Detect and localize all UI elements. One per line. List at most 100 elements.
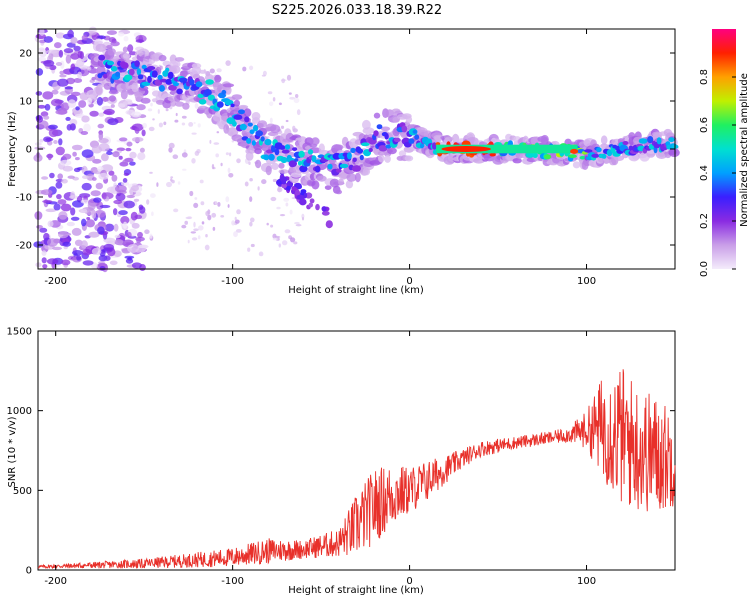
heatmap-cell (288, 92, 292, 95)
heatmap-cell (181, 115, 187, 119)
heatmap-cell (70, 53, 80, 60)
heatmap-cell (278, 162, 285, 169)
heatmap-cell (75, 106, 80, 111)
heatmap-cell (204, 89, 212, 96)
heatmap-cell (69, 123, 76, 131)
heatmap-cell (138, 204, 144, 210)
heatmap-cell (131, 82, 139, 93)
heatmap-cell (255, 130, 263, 137)
heatmap-cell (191, 158, 196, 164)
heatmap-cell (136, 104, 146, 111)
heatmap-cell (123, 200, 135, 209)
heatmap-cell (307, 149, 314, 155)
heatmap-cell (215, 200, 217, 205)
heatmap-cell (47, 220, 54, 228)
heatmap-cell (167, 71, 174, 80)
heatmap-cell (190, 231, 196, 234)
heatmap-cell (66, 221, 75, 227)
heatmap-cell (280, 125, 285, 129)
heatmap-cell (42, 91, 54, 100)
heatmap-cell (144, 229, 150, 234)
heatmap-cell (87, 201, 96, 211)
heatmap-cell (101, 192, 107, 200)
heatmap-cell (43, 59, 55, 67)
heatmap-cell (70, 63, 76, 71)
heatmap-cell (304, 137, 314, 146)
heatmap-cell (489, 152, 496, 157)
heatmap-cell (81, 149, 94, 158)
heatmap-cell (376, 124, 383, 130)
heatmap-cell (378, 154, 385, 163)
heatmap-cell (55, 146, 65, 156)
heatmap-cell (46, 49, 58, 54)
heatmap-cell (110, 66, 118, 72)
heatmap-cell (242, 66, 247, 72)
heatmap-cell (227, 127, 239, 137)
heatmap-cell (50, 98, 63, 107)
heatmap-cell (77, 71, 82, 80)
heatmap-cell (97, 226, 105, 235)
heatmap-cell (106, 30, 117, 35)
heatmap-cell (41, 257, 47, 264)
heatmap-cell (269, 124, 281, 134)
heatmap-cell (386, 147, 397, 155)
heatmap-cell (211, 212, 217, 218)
heatmap-cell (405, 115, 413, 124)
heatmap-cell (359, 154, 364, 161)
heatmap-cell (173, 82, 179, 87)
colorbar-tick-label: 0.0 (699, 261, 710, 277)
heatmap-cell (325, 220, 333, 229)
heatmap-cell (121, 181, 130, 186)
heatmap-cell (336, 168, 342, 173)
heatmap-cell (65, 116, 71, 121)
heatmap-cell (292, 147, 298, 152)
heatmap-cell (104, 223, 115, 232)
heatmap-cell (151, 211, 154, 217)
heatmap-cell (91, 210, 97, 219)
heatmap-cell (361, 142, 370, 147)
heatmap-cell (43, 115, 50, 120)
heatmap-cell (229, 152, 232, 157)
heatmap-cell (119, 137, 128, 142)
heatmap-cell (243, 108, 252, 118)
heatmap-cell (151, 88, 156, 91)
heatmap-cell (596, 147, 602, 153)
heatmap-cell (286, 185, 291, 191)
heatmap-cell (120, 216, 130, 225)
heatmap-cell (308, 202, 313, 208)
heatmap-cell (158, 54, 167, 62)
heatmap-cell (45, 208, 57, 213)
heatmap-cell (156, 182, 159, 187)
heatmap-cell (174, 101, 185, 107)
heatmap-cell (257, 186, 260, 191)
heatmap-cell (115, 185, 127, 193)
snr-xtick-label: 0 (406, 576, 412, 587)
colorbar: 0.0 0.2 0.4 0.6 0.8 Normalized spectral ampl… (699, 29, 750, 277)
heatmap-cell (207, 214, 212, 221)
heatmap-cell (346, 173, 357, 182)
heatmap-cell (362, 127, 375, 135)
heatmap-cell (281, 183, 287, 189)
heatmap-cell (110, 104, 115, 108)
heatmap-cell (48, 128, 59, 138)
heatmap-cell (193, 121, 196, 125)
heatmap-cell (249, 129, 255, 134)
heatmap-cell (197, 93, 205, 99)
heatmap-cell (195, 81, 203, 88)
heatmap-cell (39, 227, 48, 233)
heatmap-cell (73, 45, 81, 52)
heatmap-cell (128, 68, 135, 76)
heatmap-cell (111, 174, 118, 182)
heatmap-cell (220, 162, 223, 167)
heatmap-cell (139, 147, 145, 153)
heatmap-cell (271, 162, 279, 170)
heatmap-cell (628, 145, 633, 151)
heatmap-cell (280, 156, 288, 164)
colorbar-ticks: 0.0 0.2 0.4 0.6 0.8 (699, 69, 736, 277)
heatmap-cell (58, 211, 68, 220)
heatmap-cell (52, 246, 62, 251)
heatmap-cell (131, 222, 140, 229)
heatmap-cell (170, 176, 174, 179)
heatmap-cell (62, 165, 73, 172)
